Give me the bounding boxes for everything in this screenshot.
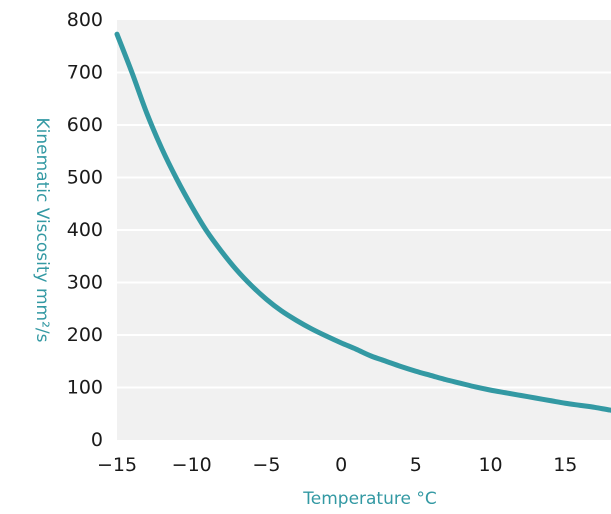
series-layer [114,31,611,413]
x-tick-label: 10 [478,454,502,476]
y-axis-ticks: 0 100 200 300 400 500 600 700 800 [67,9,103,451]
series-line-0 [114,31,611,413]
x-tick-label: −5 [252,454,280,476]
y-tick-label: 700 [67,62,103,84]
y-tick-label: 0 [91,429,103,451]
x-axis-ticks: −15−10−505101520 [97,454,577,476]
y-tick-label: 400 [67,219,103,241]
y-tick-label: 500 [67,167,103,189]
x-tick-label: 0 [335,454,347,476]
x-tick-label: −15 [97,454,137,476]
y-axis-title: Kinematic Viscosity mm²/s [32,117,52,342]
x-tick-label: −10 [172,454,212,476]
y-tick-label: 100 [67,377,103,399]
x-tick-label: 5 [410,454,422,476]
y-tick-label: 600 [67,114,103,136]
y-tick-label: 200 [67,324,103,346]
y-tick-label: 800 [67,9,103,31]
x-axis-title: Temperature °C [302,489,436,509]
y-tick-label: 300 [67,272,103,294]
x-tick-label: 15 [553,454,577,476]
